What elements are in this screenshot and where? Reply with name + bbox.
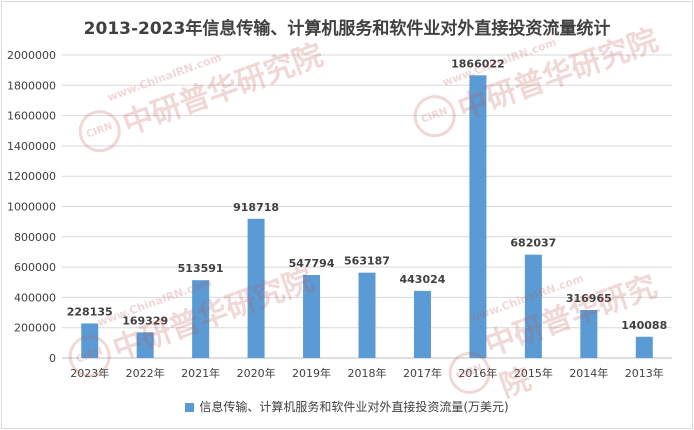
chart-legend: 信息传输、计算机服务和软件业对外直接投资流量(万美元) (0, 398, 694, 415)
bar (413, 290, 431, 358)
data-label: 918718 (233, 201, 279, 214)
bar (81, 323, 99, 358)
data-label: 140088 (621, 319, 667, 332)
y-tick-label: 200000 (14, 322, 56, 335)
data-label: 228135 (67, 305, 113, 318)
x-tick-label: 2015年 (514, 366, 553, 380)
bar (303, 275, 321, 358)
y-tick-label: 1000000 (7, 201, 56, 214)
data-label: 682037 (510, 237, 556, 250)
x-tick-label: 2020年 (237, 366, 276, 380)
legend-swatch (185, 403, 195, 412)
y-tick-label: 1400000 (7, 140, 56, 153)
data-label: 547794 (289, 257, 335, 270)
data-label: 563187 (344, 255, 390, 268)
data-label: 513591 (178, 262, 224, 275)
x-tick-label: 2021年 (181, 366, 220, 380)
bar (469, 75, 487, 358)
y-tick-label: 800000 (14, 231, 56, 244)
y-tick-label: 1600000 (7, 110, 56, 123)
x-tick-label: 2022年 (126, 366, 165, 380)
x-tick-label: 2023年 (70, 366, 109, 380)
y-tick-label: 1800000 (7, 79, 56, 92)
legend-label: 信息传输、计算机服务和软件业对外直接投资流量(万美元) (199, 400, 509, 414)
bar (136, 332, 154, 358)
data-label: 169329 (122, 314, 168, 327)
y-tick-label: 400000 (14, 291, 56, 304)
bar (192, 280, 210, 358)
bar (635, 336, 653, 358)
bar (247, 218, 265, 358)
data-label: 443024 (399, 273, 445, 286)
x-tick-label: 2014年 (569, 366, 608, 380)
bar (524, 254, 542, 358)
x-tick-label: 2017年 (403, 366, 442, 380)
y-tick-label: 0 (49, 352, 56, 365)
data-label: 316965 (566, 292, 612, 305)
data-label: 1866022 (451, 57, 505, 70)
chart-title: 2013-2023年信息传输、计算机服务和软件业对外直接投资流量统计 (83, 19, 611, 39)
y-tick-label: 600000 (14, 261, 56, 274)
x-tick-label: 2018年 (348, 366, 387, 380)
bar (580, 309, 598, 358)
bar (358, 272, 376, 358)
y-tick-label: 1200000 (7, 170, 56, 183)
y-tick-label: 2000000 (7, 49, 56, 62)
x-tick-label: 2016年 (458, 366, 497, 380)
x-tick-label: 2019年 (292, 366, 331, 380)
x-tick-label: 2013年 (625, 366, 664, 380)
